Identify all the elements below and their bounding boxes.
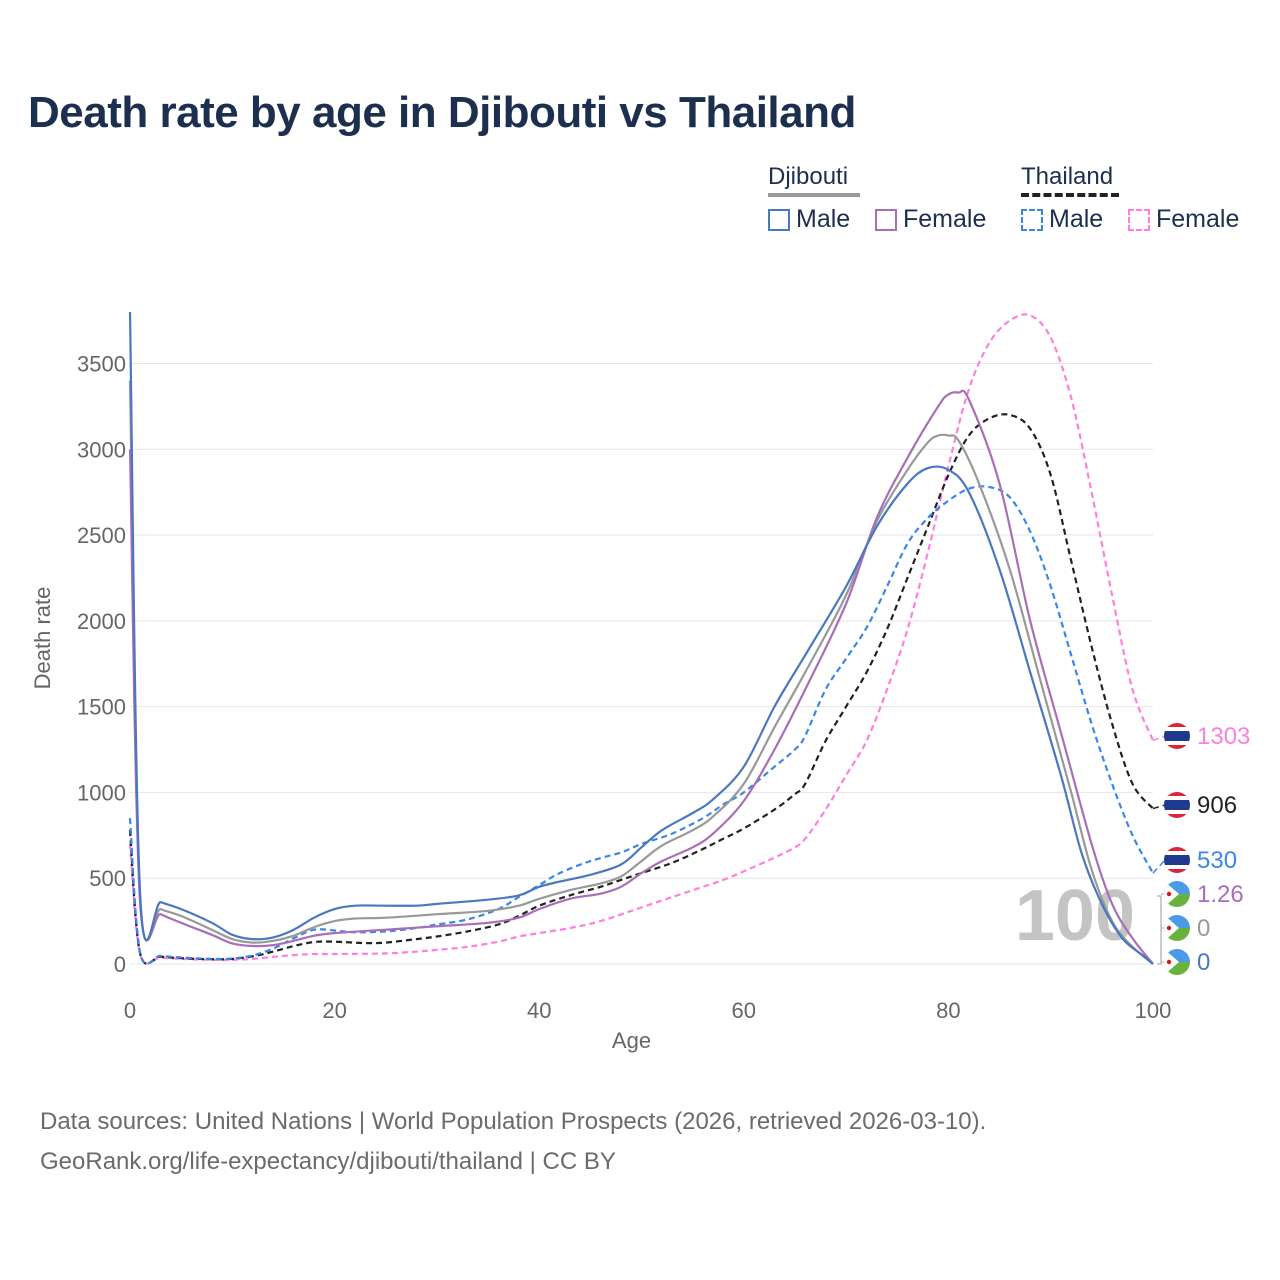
djibouti-flag-icon (1164, 949, 1190, 975)
leader-th_female (1152, 735, 1166, 742)
legend-thailand-label: Thailand (1021, 163, 1114, 190)
leader-th_total (1152, 804, 1166, 810)
y-tick-label-0: 0 (114, 952, 126, 977)
legend-item-thailand-female[interactable]: Female (1128, 205, 1239, 234)
source-line-2[interactable]: GeoRank.org/life-expectancy/djibouti/tha… (40, 1148, 616, 1175)
legend-item-djibouti-female[interactable]: Female (875, 205, 986, 234)
y-tick-label-3500: 3500 (77, 351, 126, 376)
flag-red-star (1166, 959, 1172, 965)
chart-axes: 0 500 1000 1500 2000 2500 3000 3500 0 20 40 60 80 100… (30, 351, 1171, 1053)
x-tick-label-20: 20 (322, 998, 346, 1023)
flag-red-star (1166, 891, 1172, 897)
legend-djibouti-line (768, 193, 860, 197)
y-tick-label-2000: 2000 (77, 609, 126, 634)
series-line-dj-male (128, 311, 1154, 965)
y-tick-label-1500: 1500 (77, 695, 126, 720)
chart-series (128, 311, 1155, 965)
legend-swatch-thailand-female (1128, 208, 1150, 231)
legend-label-thailand-male: Male (1049, 205, 1104, 233)
x-tick-label-100: 100 (1135, 998, 1172, 1023)
legend-djibouti-label: Djibouti (768, 163, 849, 190)
end-markers: 1303 906 530 1.26 0 0 (1152, 723, 1250, 976)
thailand-flag-icon (1164, 847, 1190, 873)
x-tick-label-0: 0 (124, 998, 136, 1023)
y-axis-label: Death rate (30, 587, 55, 690)
djibouti-bracket (1157, 895, 1162, 965)
legend-label-thailand-female: Female (1156, 205, 1240, 233)
flag-red-star (1166, 925, 1172, 931)
legend-swatch-djibouti-female (875, 208, 897, 231)
flag-blue-band (1164, 731, 1190, 741)
end-flag-th_total (1164, 792, 1190, 818)
legend-swatch-djibouti-male (768, 208, 790, 231)
end-flag-dj_male (1164, 949, 1190, 975)
watermark-year: 100 (1015, 876, 1135, 956)
x-tick-label-80: 80 (936, 998, 960, 1023)
legend-group-thailand: Thailand (1021, 163, 1119, 197)
series-line-th-male (128, 485, 1154, 965)
thailand-flag-icon (1164, 792, 1190, 818)
end-label-dj_male: 0 (1197, 949, 1210, 976)
y-tick-label-2500: 2500 (77, 523, 126, 548)
x-tick-label-40: 40 (527, 998, 551, 1023)
y-tick-label-500: 500 (89, 866, 126, 891)
x-tick-label-60: 60 (732, 998, 756, 1023)
y-tick-label-3000: 3000 (77, 437, 126, 462)
x-axis-label: Age (612, 1028, 651, 1053)
end-flag-th_female (1164, 723, 1190, 749)
leader-th_male (1152, 859, 1166, 874)
flag-blue-band (1164, 855, 1190, 865)
series-line-dj-total (128, 380, 1154, 965)
thailand-flag-icon (1164, 723, 1190, 749)
end-label-th_female: 1303 (1197, 723, 1250, 750)
chart-title: Death rate by age in Djibouti vs Thailan… (28, 88, 856, 137)
djibouti-flag-icon (1164, 881, 1190, 907)
legend-group-djibouti: Djibouti (768, 163, 860, 197)
legend-thailand-line (1021, 193, 1119, 197)
legend-item-djibouti-male[interactable]: Male (768, 205, 850, 234)
end-label-th_male: 530 (1197, 847, 1237, 874)
end-label-dj_total: 0 (1197, 915, 1210, 942)
end-flag-th_male (1164, 847, 1190, 873)
djibouti-flag-icon (1164, 915, 1190, 941)
flag-blue-band (1164, 800, 1190, 810)
chart-grid (130, 362, 1153, 965)
series-line-th-total (128, 413, 1154, 965)
y-tick-label-1000: 1000 (77, 780, 126, 805)
legend-label-djibouti-male: Male (796, 205, 851, 233)
legend-item-thailand-male[interactable]: Male (1021, 205, 1103, 234)
legend-label-djibouti-female: Female (903, 205, 987, 233)
series-line-dj-female (128, 389, 1154, 965)
end-flag-dj_total (1164, 915, 1190, 941)
legend-swatch-thailand-male (1021, 208, 1043, 231)
end-flag-dj_female (1164, 881, 1190, 907)
series-line-th-female (128, 313, 1155, 965)
end-label-th_total: 906 (1197, 792, 1237, 819)
end-label-dj_female: 1.26 (1197, 881, 1244, 908)
source-line-1: Data sources: United Nations | World Pop… (40, 1108, 987, 1135)
